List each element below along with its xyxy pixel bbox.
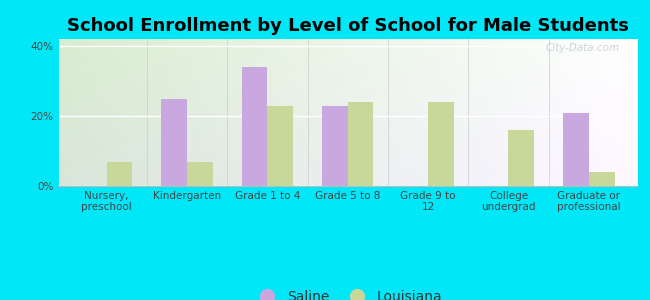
Bar [348,102,374,186]
Bar [161,98,187,186]
Bar [589,172,614,186]
Legend: Saline, Louisiana: Saline, Louisiana [248,284,448,300]
Bar [242,67,267,186]
Bar [508,130,534,186]
Bar [267,106,293,186]
Bar [187,161,213,186]
Bar [563,112,589,186]
Bar [428,102,454,186]
Text: City-Data.com: City-Data.com [545,44,619,53]
Bar [322,106,348,186]
Bar [107,161,133,186]
Title: School Enrollment by Level of School for Male Students: School Enrollment by Level of School for… [67,17,629,35]
